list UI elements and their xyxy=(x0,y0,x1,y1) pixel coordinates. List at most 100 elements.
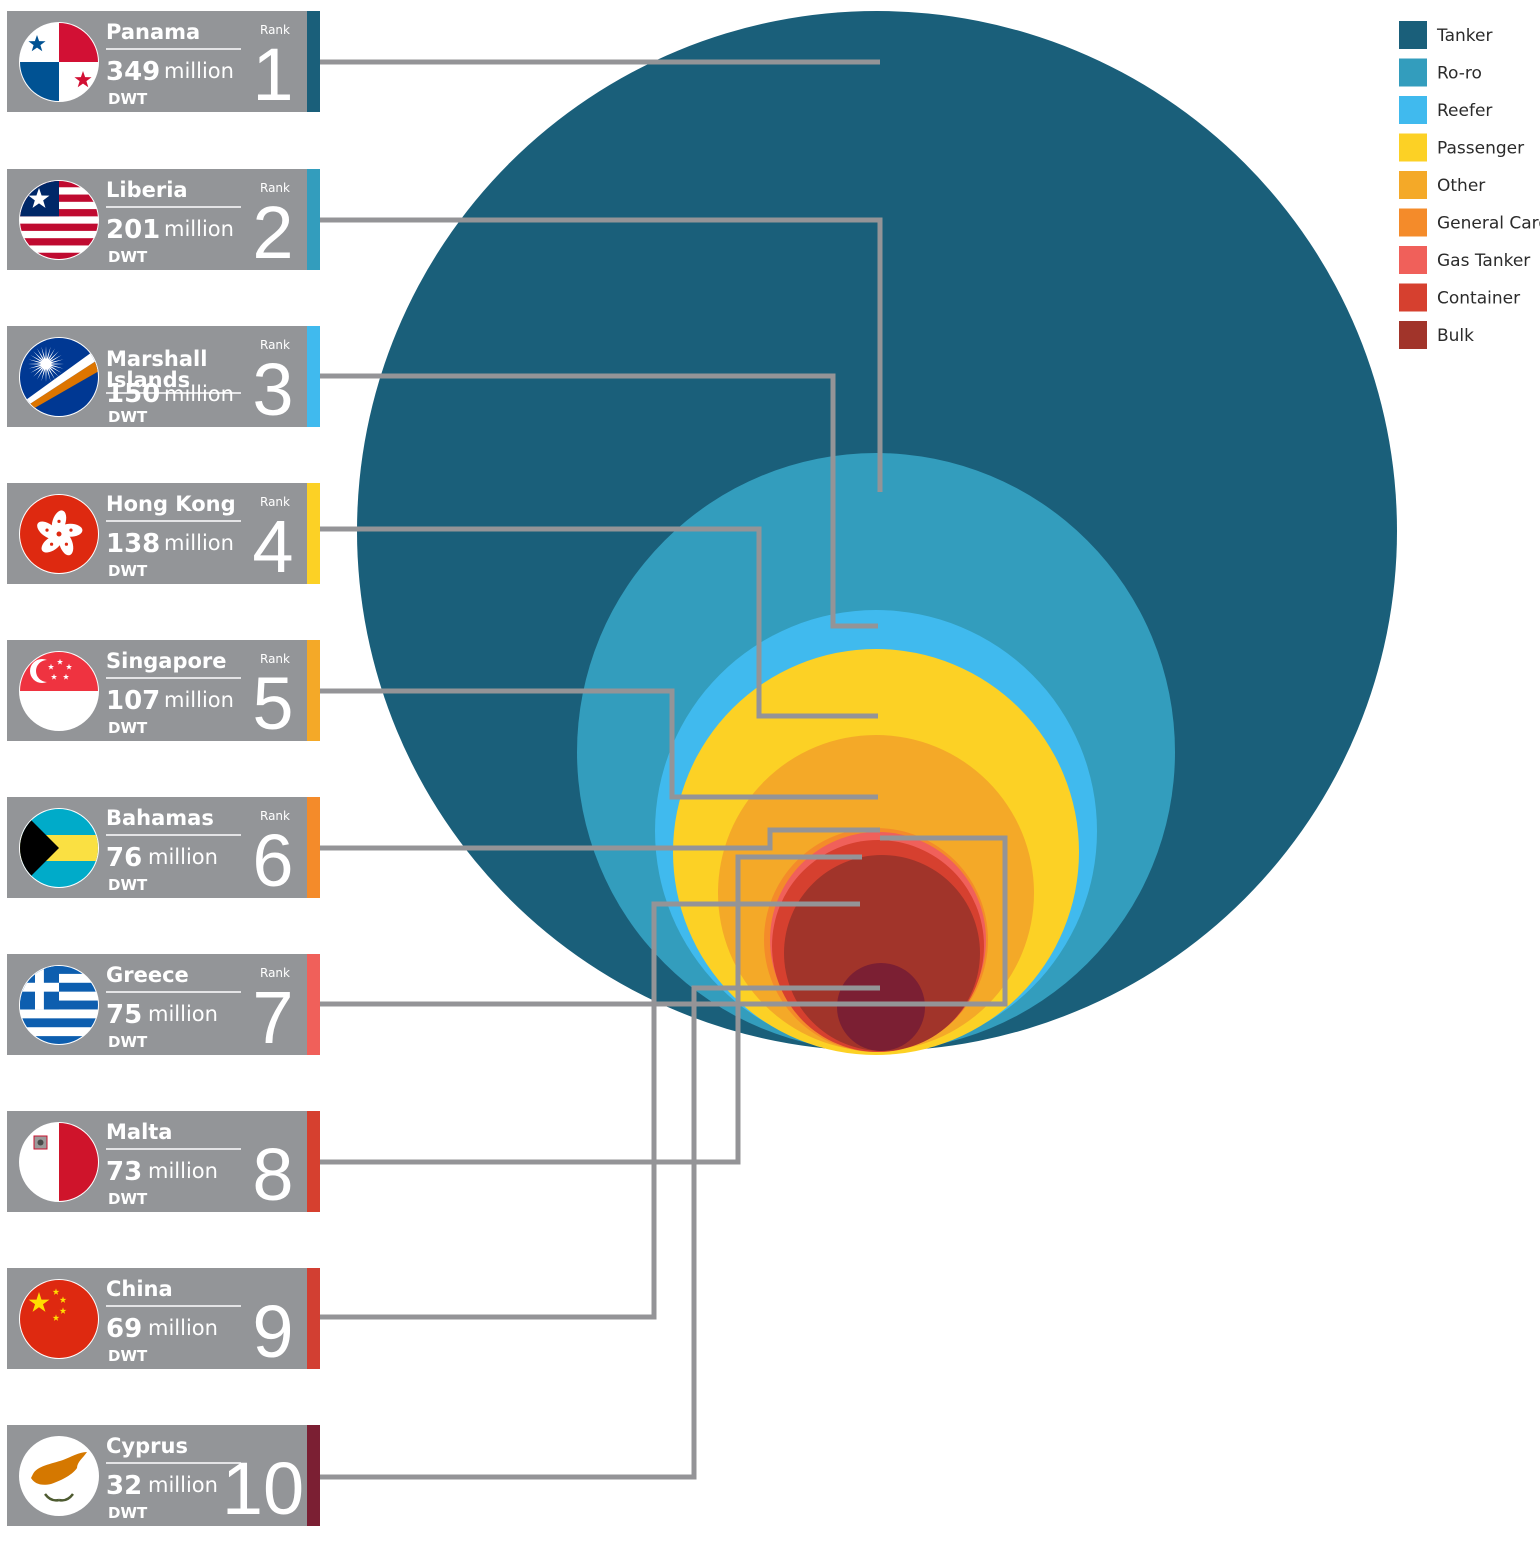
country-name: Hong Kong xyxy=(106,492,236,516)
dwt-label: DWT xyxy=(108,90,148,108)
hong-kong-flag-icon xyxy=(19,494,99,574)
country-name: Marshall Islands xyxy=(106,347,207,392)
rank-number: 6 xyxy=(252,819,293,902)
rank-label: Rank xyxy=(260,966,290,980)
connector-lines xyxy=(320,59,1008,1480)
rank-color-bar xyxy=(307,1425,320,1526)
connector-line-9 xyxy=(320,901,860,1320)
legend-swatch xyxy=(1399,208,1427,237)
dwt-label: DWT xyxy=(108,1190,148,1208)
legend-item-other: Other xyxy=(1399,171,1485,199)
dwt-value: 138 xyxy=(106,529,160,559)
rank-color-bar xyxy=(307,169,320,270)
dwt-unit: million xyxy=(148,1159,218,1183)
country-name: Panama xyxy=(106,20,200,44)
rank-label: Rank xyxy=(260,338,290,352)
connector-line-10 xyxy=(320,985,880,1480)
legend-swatch xyxy=(1399,21,1427,49)
legend-swatch xyxy=(1399,283,1427,312)
dwt-label: DWT xyxy=(108,1033,148,1051)
connector-line-8 xyxy=(320,854,862,1165)
country-name: Cyprus xyxy=(106,1434,188,1458)
dwt-label: DWT xyxy=(108,1504,148,1522)
legend: Tanker Ro-ro Reefer Passenger Other General C… xyxy=(1399,21,1540,349)
category-circles xyxy=(357,11,1397,1055)
connector-line-3 xyxy=(320,373,878,629)
legend-label: Reefer xyxy=(1437,101,1492,121)
dwt-value: 201 xyxy=(106,215,160,245)
dwt-unit: million xyxy=(164,382,234,406)
rank-number: 10 xyxy=(222,1447,304,1530)
legend-swatch xyxy=(1399,321,1427,349)
rank-color-bar xyxy=(307,11,320,112)
legend-item-tanker: Tanker xyxy=(1399,21,1492,49)
legend-item-reefer: Reefer xyxy=(1399,96,1492,124)
rank-number: 5 xyxy=(252,662,293,745)
country-name: Malta xyxy=(106,1120,172,1144)
dwt-label: DWT xyxy=(108,408,148,426)
rank-label: Rank xyxy=(260,495,290,509)
legend-item-passenger: Passenger xyxy=(1399,133,1524,162)
dwt-unit: million xyxy=(164,217,234,241)
dwt-unit: million xyxy=(148,1473,218,1497)
legend-label: Ro-ro xyxy=(1437,64,1482,84)
legend-label: General Cargo xyxy=(1437,214,1540,234)
malta-flag-icon xyxy=(19,1122,99,1202)
legend-swatch xyxy=(1399,246,1427,274)
rank-number: 3 xyxy=(252,348,293,431)
dwt-value: 32 xyxy=(106,1471,142,1501)
legend-item-bulk: Bulk xyxy=(1399,321,1474,349)
legend-label: Tanker xyxy=(1436,26,1492,46)
country-name: Liberia xyxy=(106,178,188,202)
singapore-flag-icon xyxy=(19,651,99,731)
dwt-value: 73 xyxy=(106,1157,142,1187)
connector-line-5 xyxy=(320,688,878,800)
cyprus-flag-icon xyxy=(19,1436,99,1516)
dwt-unit: million xyxy=(164,531,234,555)
country-name: Greece xyxy=(106,963,189,987)
dwt-unit: million xyxy=(164,688,234,712)
legend-swatch xyxy=(1399,58,1427,87)
dwt-label: DWT xyxy=(108,876,148,894)
legend-label: Gas Tanker xyxy=(1437,251,1530,271)
rank-number: 7 xyxy=(252,976,293,1059)
rank-number: 4 xyxy=(252,505,293,588)
dwt-value: 349 xyxy=(106,57,160,87)
connector-line-7 xyxy=(320,835,1008,1007)
rank-color-bar xyxy=(307,797,320,898)
rank-color-bar xyxy=(307,954,320,1055)
dwt-value: 76 xyxy=(106,843,142,873)
rank-label: Rank xyxy=(260,23,290,37)
dwt-label: DWT xyxy=(108,719,148,737)
dwt-unit: million xyxy=(148,845,218,869)
rank-number: 9 xyxy=(252,1290,293,1373)
dwt-unit: million xyxy=(164,59,234,83)
legend-swatch xyxy=(1399,171,1427,199)
country-name: Singapore xyxy=(106,649,227,673)
dwt-label: DWT xyxy=(108,1347,148,1365)
rank-color-bar xyxy=(307,640,320,741)
panama-flag-icon xyxy=(19,22,99,102)
legend-swatch xyxy=(1399,133,1427,162)
rank-color-bar xyxy=(307,1268,320,1369)
rank-number: 8 xyxy=(252,1133,293,1216)
legend-item-general-cargo: General Cargo xyxy=(1399,208,1540,237)
dwt-value: 69 xyxy=(106,1314,142,1344)
rank-color-bar xyxy=(307,483,320,584)
rank-number: 2 xyxy=(252,191,293,274)
rank-label: Rank xyxy=(260,181,290,195)
legend-label: Bulk xyxy=(1437,326,1474,346)
dwt-label: DWT xyxy=(108,248,148,266)
dwt-value: 150 xyxy=(106,379,160,409)
connector-line-4 xyxy=(320,526,878,719)
legend-swatch xyxy=(1399,96,1427,124)
